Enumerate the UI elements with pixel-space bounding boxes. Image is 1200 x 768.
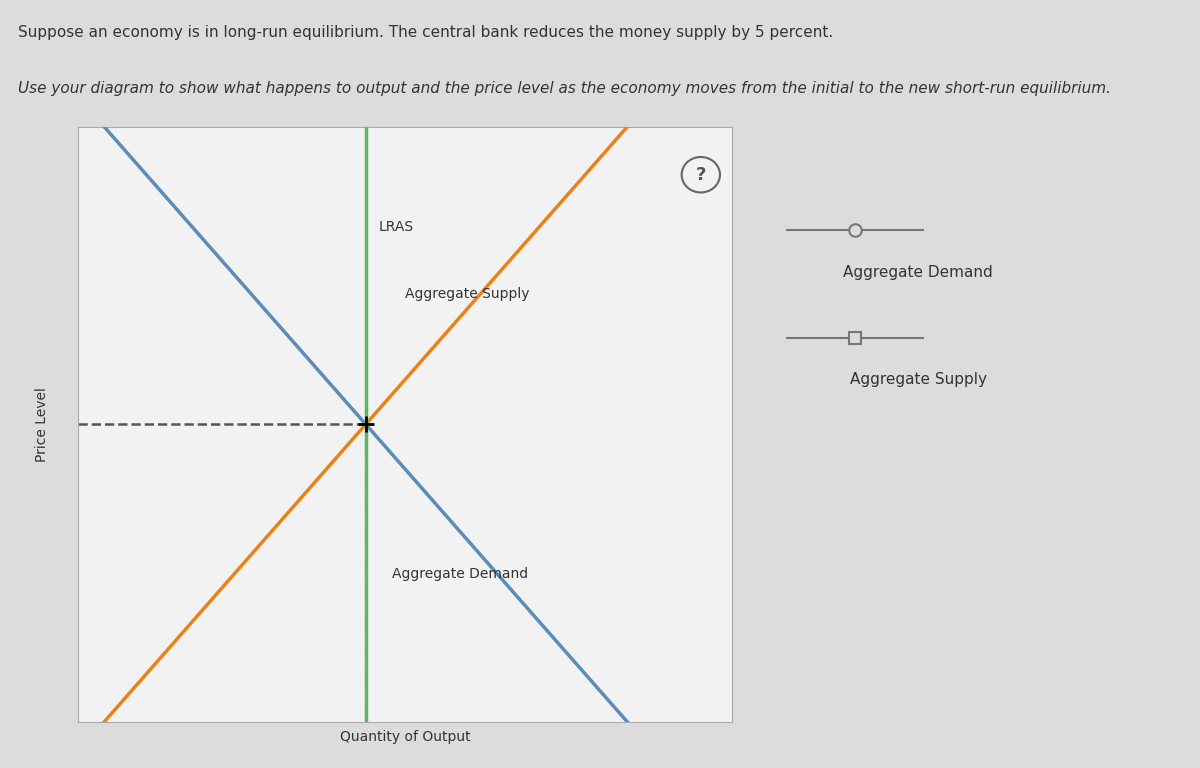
X-axis label: Quantity of Output: Quantity of Output <box>340 730 470 744</box>
Text: Aggregate Supply: Aggregate Supply <box>850 372 986 388</box>
Text: Suppose an economy is in long-run equilibrium. The central bank reduces the mone: Suppose an economy is in long-run equili… <box>18 25 833 41</box>
Text: Use your diagram to show what happens to output and the price level as the econo: Use your diagram to show what happens to… <box>18 81 1111 96</box>
Text: LRAS: LRAS <box>379 220 414 234</box>
Text: Aggregate Demand: Aggregate Demand <box>392 567 528 581</box>
Text: Price Level: Price Level <box>35 387 49 462</box>
Text: ?: ? <box>696 166 706 184</box>
Text: Aggregate Demand: Aggregate Demand <box>844 265 992 280</box>
Text: Aggregate Supply: Aggregate Supply <box>406 287 529 301</box>
